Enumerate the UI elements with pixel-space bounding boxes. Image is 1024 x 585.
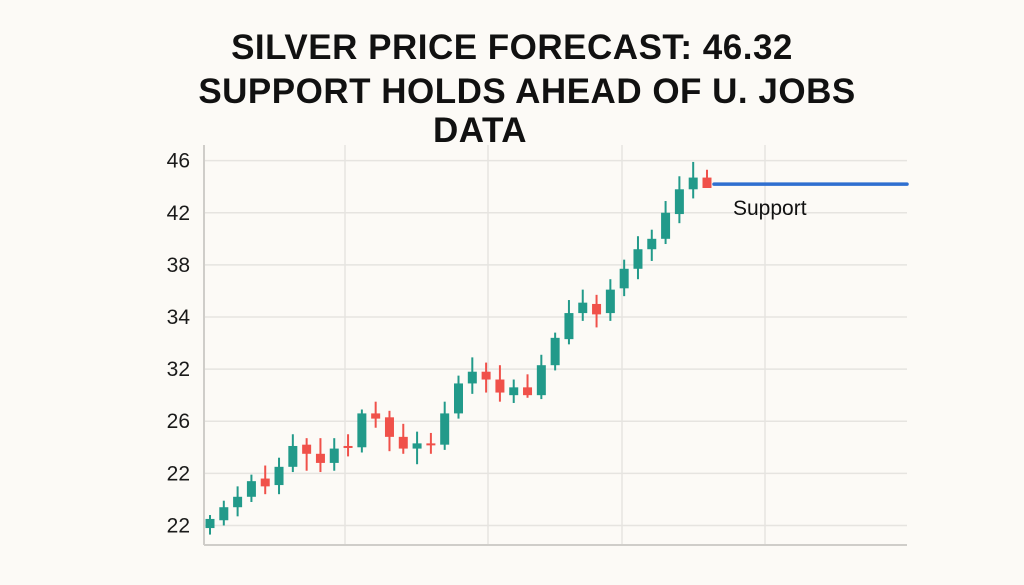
candle-body [205,518,215,529]
candle-down [260,465,270,495]
candle-down [302,438,312,471]
candle-up [564,300,574,345]
chart-title-line-3: DATA [432,111,527,150]
candle-body [619,268,629,289]
candle-up [412,431,422,465]
y-tick-label: 38 [167,254,190,277]
candle-body [412,443,422,449]
candle-body [481,371,491,380]
support-label: Support [733,197,807,220]
candle-body [661,212,671,239]
candle-down [592,294,602,328]
candle-body [246,481,256,497]
y-tick-label: 34 [167,306,191,329]
candle-body [633,249,643,269]
candle-body [357,413,367,448]
candle-up [661,201,671,245]
y-tick-label: 22 [167,514,190,537]
candle-down [495,365,505,402]
candle-down [384,410,394,452]
candle-body [302,444,312,454]
candle-body [702,177,712,188]
candle-body [260,478,270,487]
candle-body [343,445,353,448]
candle-up [246,474,256,503]
candle-body [605,289,615,314]
candle-up [509,379,519,403]
candle-up [329,438,339,471]
candle-up [467,357,477,394]
candle-body [550,337,560,366]
candle-body [440,413,450,445]
candle-body [371,413,381,419]
candle-body [688,177,698,190]
chart-title-line-1: SILVER PRICE FORECAST: 46.32 [231,28,793,67]
candle-body [274,466,284,486]
candle-down [398,423,408,454]
candle-body [564,313,574,340]
candle-up [288,434,298,473]
candle-up [633,236,643,280]
candle-down [702,169,712,188]
y-tick-label: 46 [167,150,190,173]
candle-down [481,362,491,393]
candle-body [329,448,339,463]
candle-body [467,371,477,384]
candle-up [647,229,657,261]
y-tick-label: 22 [167,462,190,485]
candle-body [523,387,533,396]
candle-up [440,401,450,450]
candle-body [398,436,408,449]
candle-body [536,365,546,396]
candle-body [509,387,519,396]
candle-body [384,417,394,437]
candle-body [454,383,463,414]
candle-up [233,486,243,517]
candle-up [550,332,560,371]
candle-body [674,189,684,215]
candle-down [523,374,533,398]
candle-up [674,176,684,224]
candle-body [578,302,588,314]
candle-down [315,438,325,473]
candle-body [315,453,325,463]
chart-title-line-2: SUPPORT HOLDS AHEAD OF U. JOBS [198,72,856,111]
candle-body [288,445,298,467]
candle-up [219,500,229,526]
candle-down [371,401,381,428]
candle-up [205,515,215,535]
y-tick-label: 42 [167,202,190,225]
candle-up [578,289,588,321]
candle-up [454,375,463,419]
candle-up [619,259,629,297]
candle-up [274,457,284,495]
candle-up [357,409,367,453]
y-tick-label: 32 [167,358,190,381]
candle-body [426,443,436,446]
candle-body [219,507,229,521]
candle-up [605,279,615,321]
candle-body [495,379,505,393]
candle-down [426,432,436,454]
candle-down [343,434,353,457]
y-tick-label: 26 [167,410,190,433]
candle-up [688,161,698,199]
candle-body [592,303,602,315]
candle-up [536,354,546,400]
candle-body [233,496,243,508]
candle-body [647,238,657,250]
